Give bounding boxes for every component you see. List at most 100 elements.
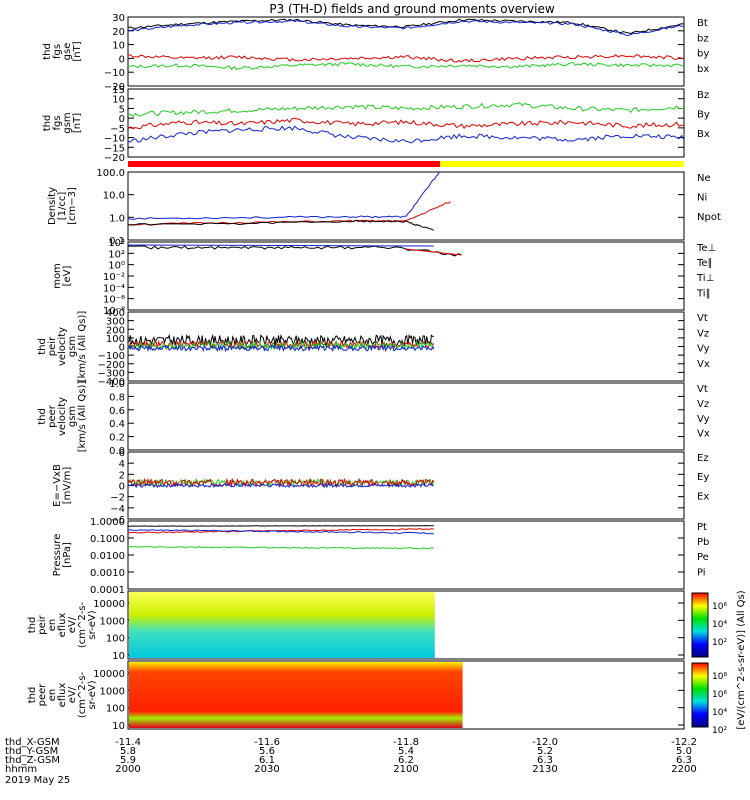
y-tick-label: 200 xyxy=(106,325,125,336)
colorbar-label: [eV/(cm^2-s-sr-eV)] (All Qs) xyxy=(736,590,747,729)
panel-frame-peer-velocity xyxy=(127,382,685,451)
spectrogram-electron xyxy=(129,662,463,728)
y-tick-label: 10000 xyxy=(93,599,125,610)
series-line-Ni xyxy=(127,219,434,231)
legend-entry: Vt xyxy=(697,313,708,324)
colorbar-tick-label: 10² xyxy=(712,726,727,736)
y-tick-label: 2 xyxy=(119,470,125,481)
legend-entry: By xyxy=(697,109,710,120)
y-axis-label-line: eV/ xyxy=(67,686,78,703)
y-tick-label: 10⁻⁴ xyxy=(103,283,125,294)
y-tick-label: −20 xyxy=(104,153,125,164)
y-axis-label-line: [km/s (All Qs)] xyxy=(77,311,88,383)
y-axis-label-line: thd xyxy=(27,617,38,634)
y-axis-label-line: [nT] xyxy=(72,41,83,61)
ephemeris-value: 5.8 xyxy=(120,746,136,757)
ephemeris-value: 5.2 xyxy=(537,746,553,757)
ephemeris-value: -12.2 xyxy=(671,737,697,748)
ephemeris-value: -11.8 xyxy=(393,737,419,748)
ephemeris-value: 2000 xyxy=(115,764,140,775)
colorbar-tick-label: 10⁶ xyxy=(712,690,727,700)
legend-entry: bz xyxy=(697,33,709,44)
y-axis-label-line: sr-eV) xyxy=(87,610,98,639)
series-line-velocity xyxy=(127,333,434,347)
series-line-Npot xyxy=(127,171,440,220)
legend-entry: Vy xyxy=(697,344,710,355)
y-tick-label: 1000 xyxy=(100,616,125,627)
series-line-bz xyxy=(128,54,685,63)
y-axis-label: Density [1/cc] [cm−3] xyxy=(47,187,78,225)
y-tick-label: 10² xyxy=(108,249,125,260)
y-tick-label: −5 xyxy=(110,124,125,135)
y-axis-label-line: eV/ xyxy=(67,616,78,633)
y-axis-label-line: thd xyxy=(42,115,53,132)
series-line-by xyxy=(127,61,685,71)
y-tick-label: −10 xyxy=(104,68,125,79)
y-axis-label-line: eflux xyxy=(57,683,68,708)
y-tick-label: 10.0 xyxy=(103,191,125,202)
y-tick-label: 0.1000 xyxy=(90,534,125,545)
y-tick-label: 0.0100 xyxy=(90,551,125,562)
y-axis-label-line: thd xyxy=(37,408,48,425)
y-axis-label-line: gsm xyxy=(67,406,78,427)
colorbar-electron xyxy=(691,662,709,728)
legend-entry: Bx xyxy=(697,129,710,140)
series-line-Ex xyxy=(127,482,434,489)
mode-bar-slow-survey xyxy=(440,161,684,167)
y-axis-label-line: gsm xyxy=(67,336,78,357)
ephemeris-value: 6.3 xyxy=(676,755,692,766)
legend-entry: Te⊥ xyxy=(696,243,716,254)
series-line-By xyxy=(127,101,685,118)
panel-frame-temperature xyxy=(127,241,685,311)
colorbar-label-text: [eV/(cm^2-s-sr-eV)] (All Qs) xyxy=(736,590,747,729)
legend-entry: Vt xyxy=(697,384,708,395)
y-axis-label-line: [nT] xyxy=(72,113,83,133)
y-tick-label: 10 xyxy=(112,95,125,106)
y-tick-label: 0 xyxy=(119,482,125,493)
panel-frame-peir-eflux xyxy=(127,590,685,660)
y-tick-label: 100 xyxy=(106,704,125,715)
panel-frame-peer-eflux xyxy=(127,660,685,730)
ephemeris-value: 6.2 xyxy=(398,755,414,766)
y-tick-label: 1.0000 xyxy=(90,517,125,528)
ephemeris-value: 5.6 xyxy=(259,746,275,757)
colorbar-tick-label: 10⁸ xyxy=(712,672,727,682)
y-axis-label-line: thd xyxy=(42,43,53,60)
y-tick-label: 10⁻⁶ xyxy=(103,295,125,306)
y-tick-label: 0.6 xyxy=(109,406,125,417)
legend-entry: bx xyxy=(697,64,709,75)
y-tick-label: 0 xyxy=(119,54,125,65)
y-tick-label: −400 xyxy=(98,377,125,388)
spectrogram-ion xyxy=(129,592,435,658)
y-tick-label: 1000 xyxy=(100,686,125,697)
y-axis-label-line: eflux xyxy=(57,613,68,638)
legend-entry: by xyxy=(697,49,709,60)
y-tick-label: −200 xyxy=(98,360,125,371)
mode-bar-fast-survey xyxy=(128,161,440,167)
y-axis-label-line: velocity xyxy=(57,327,68,366)
y-axis-label-line: (cm^2-s- xyxy=(77,601,88,648)
y-tick-label: 1.0 xyxy=(109,379,125,390)
colorbar-ion xyxy=(691,592,709,658)
legend-entry: Bt xyxy=(697,18,708,29)
ephemeris-value: 5.0 xyxy=(676,746,692,757)
y-axis-label-line: [km/s (All Qs)] xyxy=(77,381,88,453)
y-axis-label-line: en xyxy=(47,689,58,702)
series-line-Pe xyxy=(127,546,434,550)
series-line-velocity xyxy=(127,343,435,353)
legend-entry: Ne xyxy=(697,173,711,184)
series-line-Pb xyxy=(127,528,434,534)
y-axis-label-line: [1/cc] xyxy=(57,192,68,221)
y-axis-label: thd peer velocity gsm [km/s (All Qs)] xyxy=(37,381,88,453)
y-axis-label: thd fgs gsm [nT] xyxy=(42,112,83,133)
y-axis-label-line: (cm^2-s- xyxy=(77,671,88,718)
y-tick-label: 30 xyxy=(112,13,125,24)
legend-entry: Ti∥ xyxy=(696,288,711,299)
ephemeris-value: -11.6 xyxy=(254,737,280,748)
y-tick-label: 1.0 xyxy=(109,213,125,224)
y-tick-label: −20 xyxy=(104,82,125,93)
ephemeris-value: 5.9 xyxy=(120,755,136,766)
y-axis-label-line: peir xyxy=(47,336,58,356)
y-tick-label: 0 xyxy=(119,114,125,125)
series-line-velocity xyxy=(127,340,435,352)
